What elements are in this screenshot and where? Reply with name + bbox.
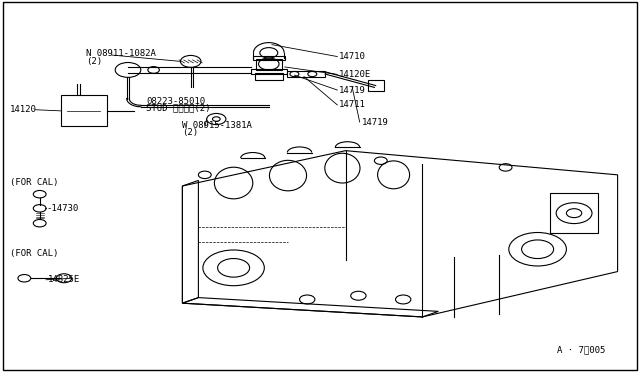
Text: (2): (2) [182, 128, 198, 137]
Text: A · 7‸005: A · 7‸005 [557, 345, 605, 354]
Text: 14120E: 14120E [339, 70, 371, 79]
Text: W 08915-1381A: W 08915-1381A [182, 121, 252, 130]
Text: 14719: 14719 [339, 86, 366, 94]
Bar [251, 69, 287, 74]
Bar [256, 59, 282, 70]
Bar [287, 71, 325, 77]
Bar [255, 73, 283, 80]
Bar [550, 193, 598, 232]
Text: STUD スタッド(2): STUD スタッド(2) [146, 103, 211, 112]
Bar [61, 95, 107, 126]
Text: (FOR CAL): (FOR CAL) [10, 249, 58, 258]
Text: N 08911-1082A: N 08911-1082A [86, 49, 156, 58]
Text: 14120: 14120 [10, 105, 36, 114]
Bar [368, 80, 384, 91]
Bar [253, 56, 285, 60]
Text: 08223-85010: 08223-85010 [146, 97, 205, 106]
Text: 14710: 14710 [339, 52, 366, 61]
Text: (2): (2) [86, 57, 102, 66]
Text: (FOR CAL): (FOR CAL) [10, 178, 58, 187]
Text: -14730: -14730 [46, 204, 78, 213]
Text: 14825E: 14825E [48, 275, 80, 284]
Text: 14711: 14711 [339, 100, 366, 109]
Text: 14719: 14719 [362, 118, 388, 126]
